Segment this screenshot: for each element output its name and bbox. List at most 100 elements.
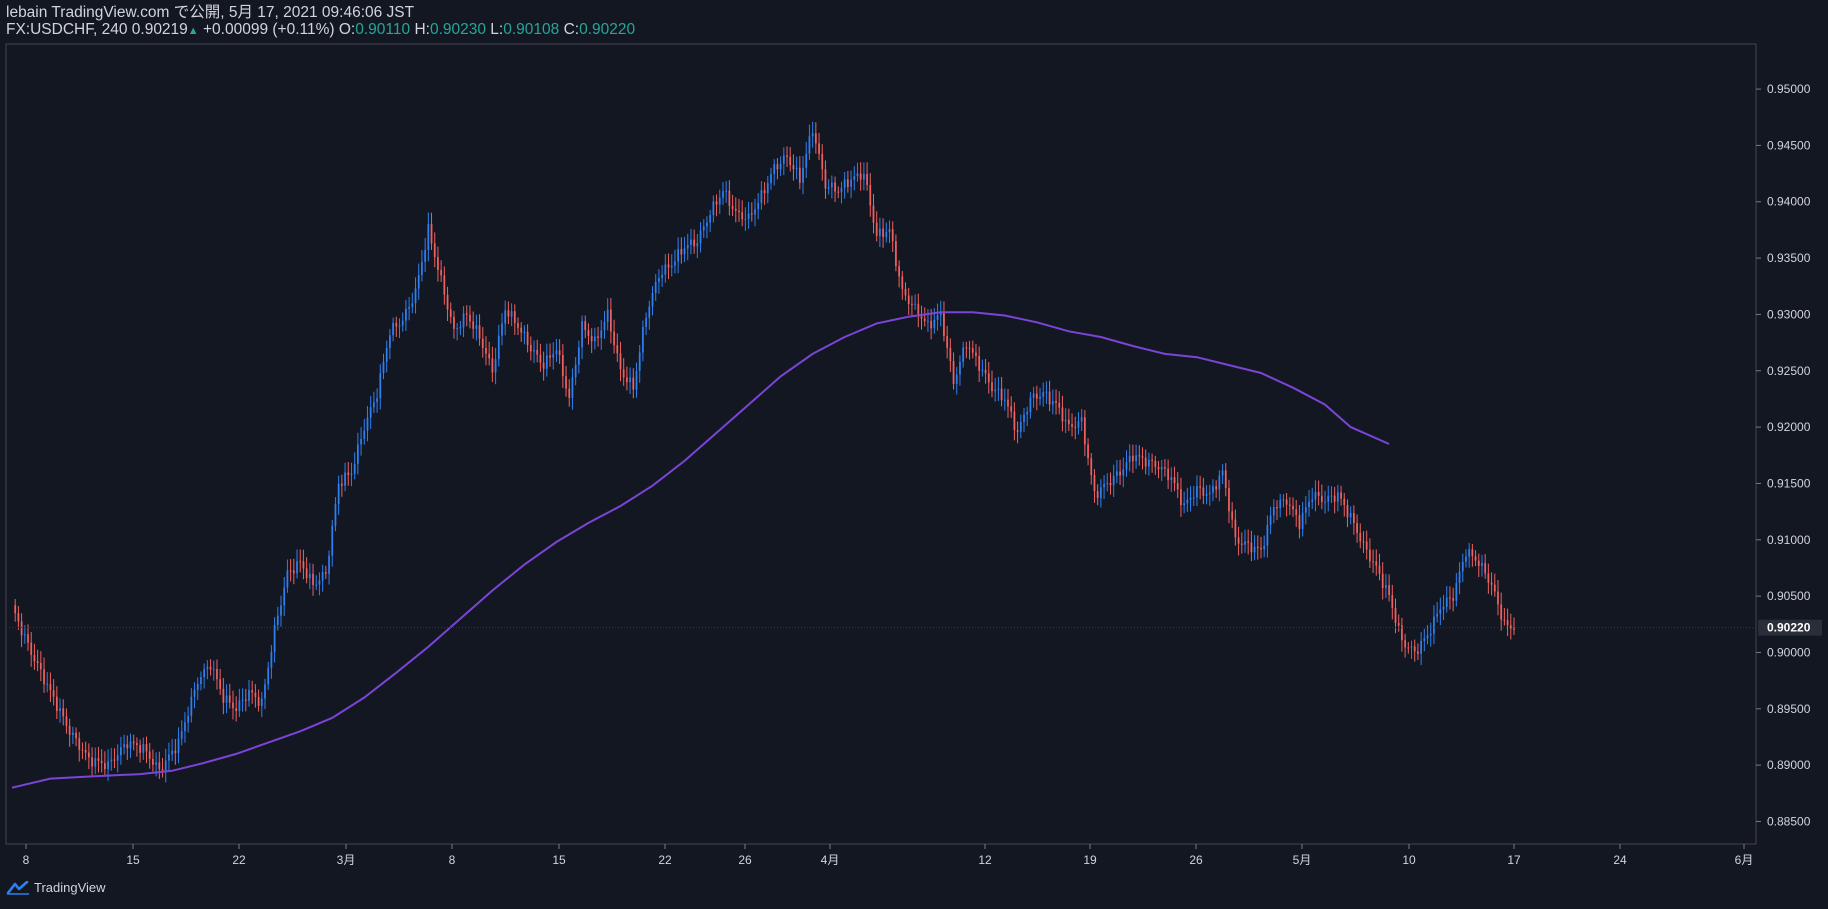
candle-body — [337, 483, 340, 505]
y-tick-label: 0.92500 — [1767, 364, 1811, 378]
candle-body — [1224, 470, 1227, 489]
candle-body — [238, 700, 241, 712]
candle-body — [1237, 537, 1240, 544]
candle-body — [456, 328, 459, 330]
candle-body — [155, 762, 157, 765]
candle-body — [795, 167, 798, 170]
symbol-label[interactable]: FX:USDCHF, 240 — [6, 21, 128, 38]
candle-body — [459, 327, 462, 329]
candle-body — [248, 690, 250, 701]
candle-body — [46, 683, 49, 685]
candle-body — [68, 725, 71, 735]
open-value: 0.90110 — [355, 21, 411, 38]
candle-body — [1221, 470, 1224, 476]
candle-body — [555, 350, 558, 355]
candle-body — [1349, 512, 1352, 518]
candle-body — [718, 197, 721, 205]
candle-body — [152, 758, 154, 765]
time-axis[interactable]: 8 15 22 3月 8 15 22 26 4月 12 19 26 5月 10 17 24 6月 — [23, 844, 1754, 867]
candle-body — [395, 322, 398, 327]
candle-body — [1087, 444, 1089, 459]
candle-body — [1045, 391, 1048, 393]
candle-body — [1484, 562, 1487, 574]
candle-body — [949, 347, 952, 362]
candle-body — [904, 288, 907, 296]
candle-body — [84, 749, 87, 753]
x-tick-label: 12 — [978, 853, 992, 867]
tradingview-brand[interactable]: TradingView — [6, 880, 106, 895]
candle-body — [120, 747, 122, 756]
candle-body — [1346, 505, 1349, 518]
candle-body — [328, 555, 330, 574]
candle-body — [273, 624, 276, 652]
x-tick-label: 22 — [232, 853, 246, 867]
candle-body — [27, 634, 29, 643]
candle-body — [734, 208, 737, 211]
candle-body — [389, 335, 391, 348]
y-tick-label: 0.92000 — [1767, 420, 1811, 434]
candle-body — [254, 692, 257, 698]
candle-body — [1180, 489, 1182, 506]
candle-body — [469, 314, 471, 322]
candle-body — [376, 398, 378, 403]
candle-body — [677, 249, 680, 262]
candle-body — [494, 359, 497, 373]
x-tick-label: 4月 — [821, 853, 840, 867]
low-label: L: — [490, 21, 504, 38]
candle-body — [821, 153, 824, 170]
candle-body — [994, 389, 997, 392]
candle-body — [1391, 595, 1394, 608]
candle-body — [23, 634, 26, 636]
candle-body — [1013, 411, 1016, 431]
candle-body — [603, 321, 606, 331]
candle-body — [1487, 573, 1490, 583]
candle-body — [1493, 584, 1496, 592]
candle-body — [33, 654, 36, 662]
candle-body — [1288, 504, 1291, 506]
candle-body — [1064, 419, 1067, 422]
candle-body — [414, 288, 417, 304]
candle-body — [331, 525, 334, 556]
candle-body — [952, 361, 955, 384]
candle-body — [437, 257, 439, 271]
price-axis[interactable]: 0.95000 0.94500 0.94000 0.93500 0.93000 0.925… — [1756, 82, 1822, 828]
candle-body — [959, 361, 961, 375]
x-tick-label: 6月 — [1735, 853, 1754, 867]
candle-body — [1468, 549, 1471, 557]
candle-body — [545, 355, 548, 369]
candle-body — [424, 249, 427, 262]
candle-body — [991, 382, 993, 392]
candle-body — [975, 352, 977, 357]
candle-body — [1324, 501, 1326, 503]
candle-body — [1032, 393, 1035, 398]
candle-body — [837, 191, 840, 193]
candle-body — [110, 759, 113, 762]
candle-body — [1279, 499, 1282, 509]
candle-body — [129, 741, 132, 749]
y-tick-label: 0.95000 — [1767, 82, 1811, 96]
candle-body — [324, 572, 327, 574]
candle-body — [1135, 455, 1137, 462]
candle-body — [670, 265, 673, 268]
candle-body — [885, 232, 888, 238]
candle-body — [1099, 487, 1102, 498]
candle-body — [1122, 469, 1125, 476]
candle-body — [1253, 546, 1256, 553]
moving-average-line — [11, 311, 1390, 789]
candle-body — [632, 377, 635, 390]
candle-body — [1455, 583, 1458, 601]
y-tick-label: 0.91000 — [1767, 533, 1811, 547]
candle-body — [741, 212, 744, 220]
candle-body — [827, 187, 830, 189]
candle-body — [600, 330, 603, 339]
candle-body — [1433, 616, 1435, 634]
y-tick-label: 0.91500 — [1767, 476, 1811, 490]
candle-body — [1196, 486, 1198, 498]
candle-body — [1359, 532, 1362, 542]
candle-body — [289, 570, 292, 572]
candle-body — [132, 741, 135, 744]
candle-body — [97, 758, 100, 761]
candle-body — [1397, 623, 1400, 626]
candle-body — [776, 164, 779, 170]
